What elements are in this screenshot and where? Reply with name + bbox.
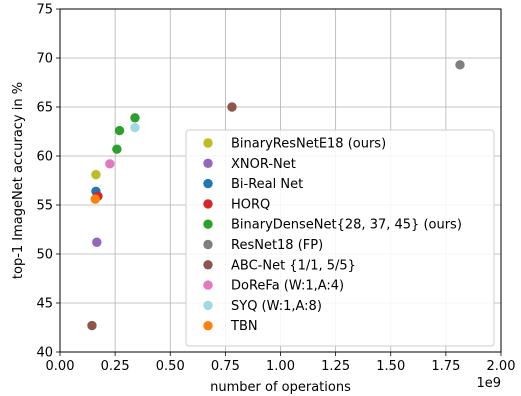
y-tick-label: 70: [36, 52, 53, 67]
legend-label: DoReFa (W:1,A:4): [231, 279, 344, 294]
legend-label: BinaryResNetE18 (ours): [231, 137, 386, 152]
x-tick-label: 0.50: [156, 359, 185, 374]
data-point: [92, 237, 102, 247]
data-point: [90, 194, 100, 204]
data-point: [130, 122, 140, 133]
legend-box: [185, 129, 495, 347]
axis-ticks: 0.00 0.25 0.50 0.75 1.00 1.25 1.50 1.75 2.00 40 45…: [36, 3, 515, 375]
y-tick-label: 65: [36, 101, 53, 116]
x-tick-label: 0.75: [211, 359, 240, 374]
y-tick-label: 50: [36, 248, 53, 263]
x-axis-label: number of operations: [210, 380, 351, 395]
legend-marker: [203, 178, 213, 189]
legend-label: HORQ: [231, 197, 270, 212]
legend-label: XNOR-Net: [231, 157, 296, 172]
y-tick-label: 55: [36, 199, 53, 214]
x-axis-offset-label: 1e9: [476, 376, 501, 391]
legend-label: ABC-Net {1/1, 5/5}: [231, 258, 356, 273]
legend-label: BinaryDenseNet{28, 37, 45} (ours): [231, 218, 462, 233]
data-points: [87, 60, 465, 331]
x-tick-label: 0.00: [46, 359, 75, 374]
legend-marker: [203, 260, 213, 270]
x-tick-label: 1.25: [321, 359, 350, 374]
data-point: [91, 169, 101, 180]
x-tick-label: 0.25: [101, 359, 130, 374]
legend-marker: [203, 158, 213, 168]
legend-label: TBN: [230, 319, 258, 334]
data-point: [130, 113, 140, 123]
legend: BinaryResNetE18 (ours) XNOR-Net Bi-Real Ne…: [185, 129, 495, 347]
legend-label: ResNet18 (FP): [231, 238, 323, 253]
legend-label: SYQ (W:1,A:8): [231, 299, 322, 314]
legend-marker: [203, 199, 213, 209]
legend-marker: [203, 239, 213, 250]
y-tick-label: 60: [36, 150, 53, 165]
x-tick-label: 1.75: [431, 359, 460, 374]
data-point: [105, 159, 115, 169]
legend-marker: [203, 138, 213, 148]
x-tick-label: 2.00: [487, 359, 516, 374]
data-point: [87, 320, 97, 331]
x-tick-label: 1.00: [266, 359, 295, 374]
legend-marker: [203, 219, 213, 229]
data-point: [455, 60, 465, 70]
legend-marker: [203, 280, 213, 290]
y-tick-label: 45: [36, 297, 53, 312]
data-point: [112, 144, 122, 154]
y-tick-label: 75: [36, 3, 53, 18]
legend-marker: [203, 321, 213, 331]
data-point: [114, 125, 125, 136]
data-point: [227, 102, 237, 112]
legend-label: Bi-Real Net: [231, 177, 303, 192]
y-tick-label: 40: [36, 346, 53, 361]
legend-marker: [203, 300, 213, 311]
x-tick-label: 1.50: [376, 359, 405, 374]
y-axis-label: top-1 ImageNet accuracy in %: [11, 82, 26, 279]
